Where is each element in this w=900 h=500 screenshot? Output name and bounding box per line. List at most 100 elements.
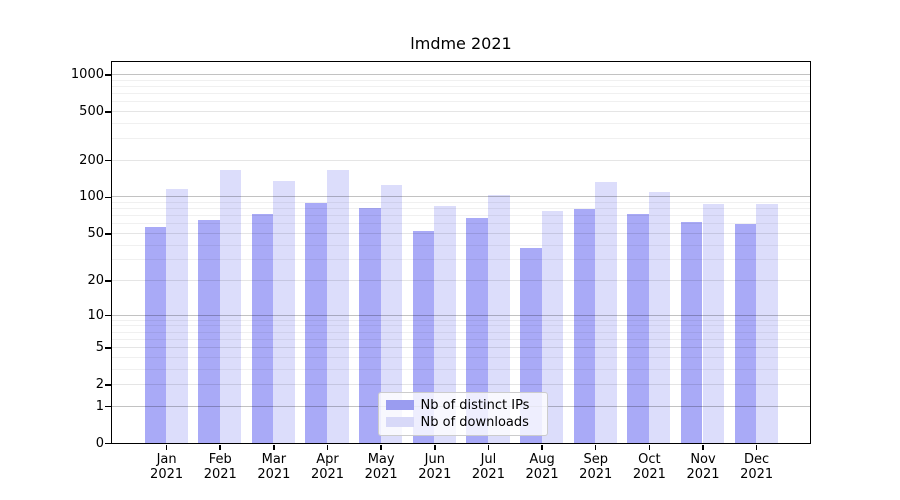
gridline-300 [111,138,810,140]
bar-oct-2021-nb-of-distinct-ips [627,214,649,443]
x-tick-mark-jul-2021 [487,445,490,450]
bar-mar-2021-nb-of-downloads [273,181,295,443]
y-tick-mark-2 [105,384,111,386]
gridline-4 [111,356,810,358]
gridline-800 [111,86,810,88]
gridline-700 [111,93,810,95]
x-tick-mark-aug-2021 [541,445,543,450]
y-tick-mark-500 [105,111,111,113]
plot-area: Nb of distinct IPs Nb of downloads [110,60,811,444]
x-tick-mark-nov-2021 [702,445,704,450]
legend: Nb of distinct IPs Nb of downloads [377,392,548,436]
legend-swatch-downloads [385,416,414,428]
x-tick-label-feb-2021: Feb 2021 [203,452,237,482]
gridline-90 [111,201,810,203]
x-tick-label-jun-2021: Jun 2021 [418,452,452,482]
y-tick-mark-200 [105,159,111,162]
y-tick-mark-5 [105,347,111,349]
bar-mar-2021-nb-of-distinct-ips [251,213,274,443]
bar-dec-2021-nb-of-downloads [756,204,778,443]
gridline-5 [111,346,810,348]
gridline-80 [111,208,810,210]
gridline-400 [111,122,810,124]
x-tick-label-jul-2021: Jul 2021 [471,452,505,482]
bar-sep-2021-nb-of-downloads [595,181,617,443]
bar-jan-2021-nb-of-downloads [166,189,188,443]
x-tick-label-sep-2021: Sep 2021 [579,452,613,482]
y-tick-label-100: 100 [79,189,104,205]
legend-item-downloads: Nb of downloads [385,414,539,430]
gridline-70 [111,215,810,217]
gridline-3 [111,368,810,370]
x-tick-mark-oct-2021 [648,445,651,450]
y-tick-label-20: 20 [87,273,104,289]
x-tick-label-mar-2021: Mar 2021 [257,452,291,482]
y-tick-label-200: 200 [79,152,104,168]
y-tick-mark-100 [105,196,111,199]
x-tick-mark-sep-2021 [594,445,597,450]
bar-dec-2021-nb-of-distinct-ips [734,223,757,443]
x-tick-mark-mar-2021 [273,445,275,450]
x-tick-label-aug-2021: Aug 2021 [525,452,559,482]
x-tick-mark-feb-2021 [219,445,221,450]
bar-feb-2021-nb-of-distinct-ips [198,220,220,443]
y-tick-label-500: 500 [79,104,104,120]
gridline-40 [111,244,810,246]
legend-label-distinct-ips: Nb of distinct IPs [420,397,530,413]
gridline-500 [111,111,810,113]
y-tick-mark-1 [105,405,111,408]
y-tick-mark-20 [105,280,111,282]
bar-apr-2021-nb-of-downloads [327,170,349,443]
x-tick-label-dec-2021: Dec 2021 [740,452,774,482]
gridline-2 [111,383,810,385]
y-tick-label-50: 50 [87,225,104,241]
bar-jan-2021-nb-of-distinct-ips [144,226,167,443]
y-tick-label-0: 0 [95,435,104,451]
bar-nov-2021-nb-of-distinct-ips [680,222,703,443]
y-tick-label-1: 1 [95,398,104,414]
gridline-100 [111,196,810,198]
gridline-20 [111,280,810,282]
gridline-50 [111,232,810,234]
x-tick-label-apr-2021: Apr 2021 [310,452,345,482]
bar-nov-2021-nb-of-downloads [702,203,725,443]
y-tick-mark-0 [105,442,111,445]
bar-jun-2021-nb-of-downloads [434,205,456,443]
x-tick-mark-jan-2021 [165,445,168,450]
y-tick-mark-1000 [105,74,111,76]
gridline-10 [111,314,810,316]
bar-apr-2021-nb-of-distinct-ips [305,203,327,443]
y-tick-mark-10 [105,314,111,317]
gridline-9 [111,319,810,321]
x-tick-mark-jun-2021 [434,445,436,450]
gridline-600 [111,101,810,103]
bar-jul-2021-nb-of-distinct-ips [466,218,488,443]
gridline-7 [111,331,810,333]
x-tick-label-oct-2021: Oct 2021 [632,452,666,482]
bar-oct-2021-nb-of-downloads [648,192,671,443]
gridline-6 [111,338,810,340]
gridline-8 [111,325,810,327]
gridline-200 [111,159,810,161]
legend-label-downloads: Nb of downloads [420,414,529,430]
gridline-60 [111,223,810,225]
gridline-1000 [111,74,810,76]
y-tick-mark-50 [105,233,111,235]
x-tick-mark-apr-2021 [326,445,329,450]
chart-title: lmdme 2021 [410,34,512,53]
y-tick-label-10: 10 [87,307,104,323]
x-tick-label-may-2021: May 2021 [364,452,398,482]
x-tick-label-nov-2021: Nov 2021 [686,452,720,482]
x-tick-mark-may-2021 [380,445,382,450]
x-tick-mark-dec-2021 [755,445,758,450]
y-tick-label-2: 2 [95,376,104,392]
legend-item-distinct-ips: Nb of distinct IPs [385,397,539,413]
bar-jul-2021-nb-of-downloads [487,195,510,443]
legend-swatch-distinct-ips [385,399,414,411]
bar-may-2021-nb-of-distinct-ips [359,208,381,443]
x-tick-label-jan-2021: Jan 2021 [150,452,184,482]
bar-feb-2021-nb-of-downloads [219,170,242,443]
gridline-900 [111,79,810,81]
y-tick-label-1000: 1000 [70,67,104,83]
